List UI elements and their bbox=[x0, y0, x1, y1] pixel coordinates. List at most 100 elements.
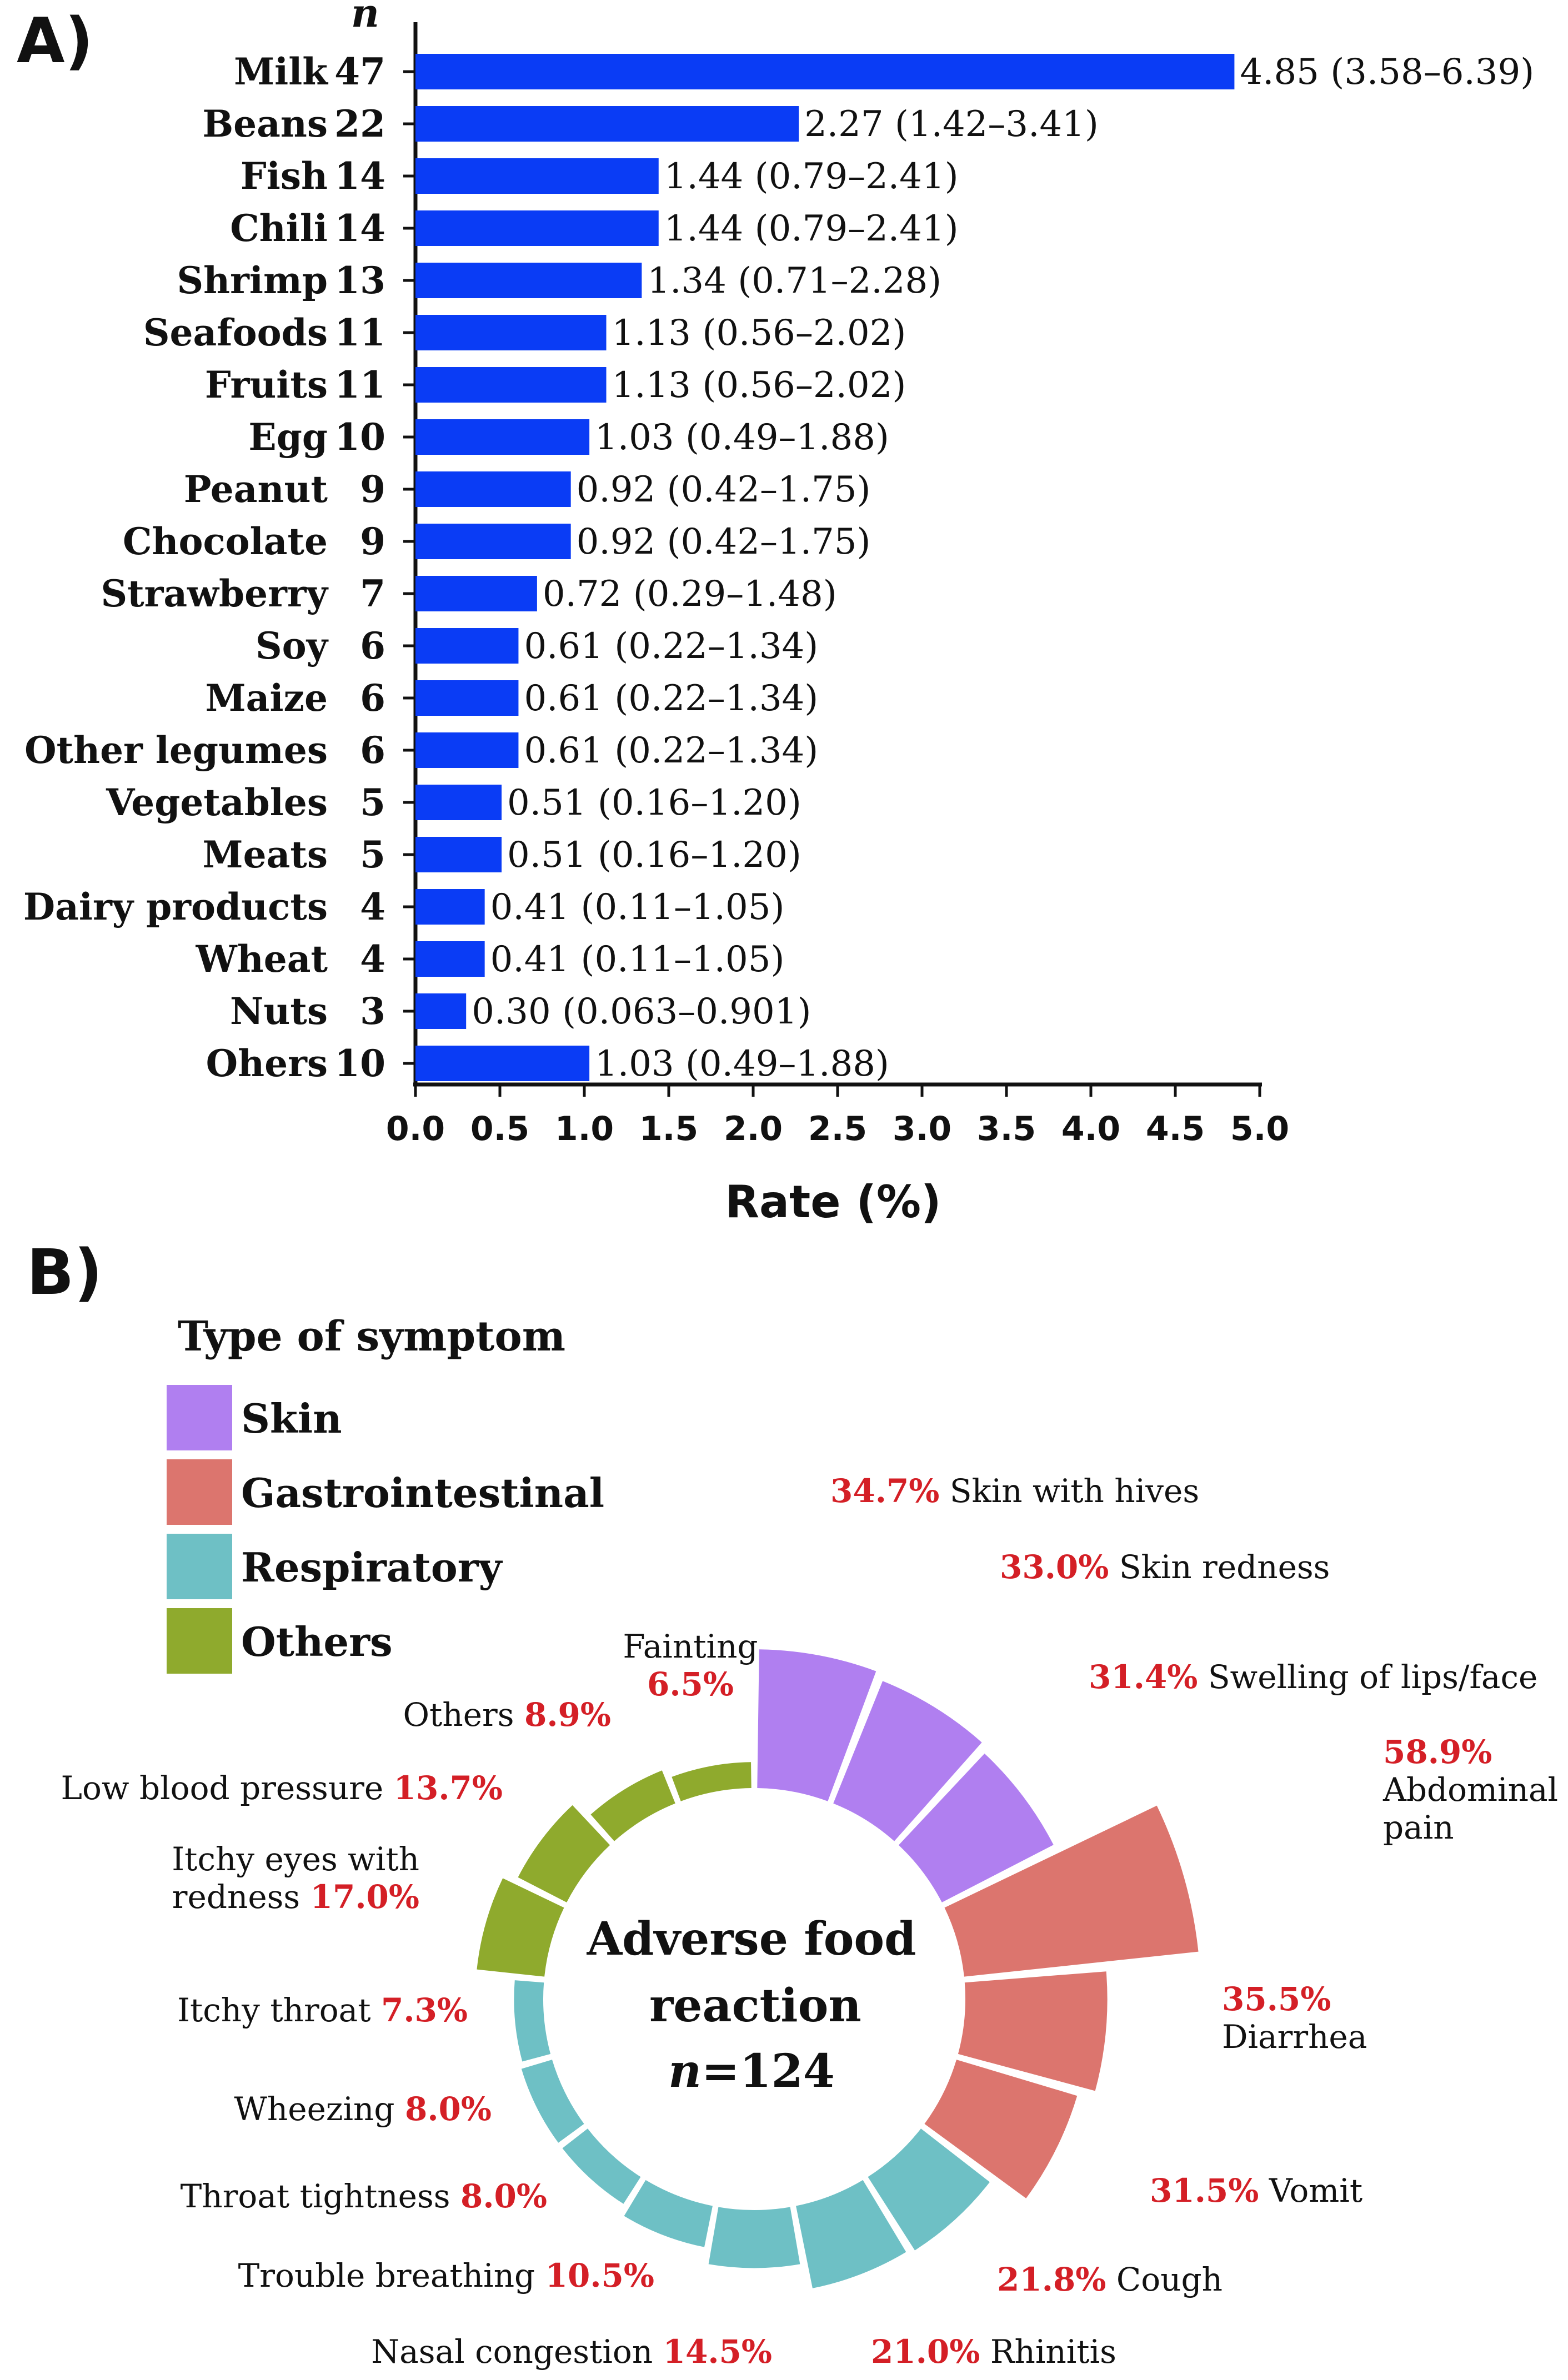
x-tick-label-3.5: 3.5 bbox=[977, 1109, 1036, 1148]
x-tick-label-2.0: 2.0 bbox=[724, 1109, 783, 1148]
x-axis-title: Rate (%) bbox=[725, 1176, 941, 1228]
n-label-chili: 14 bbox=[334, 207, 385, 250]
data-label-ohers: 1.03 (0.49–1.88) bbox=[595, 1043, 889, 1084]
data-label-beans: 2.27 (1.42–3.41) bbox=[804, 104, 1099, 145]
radial-bar-chart: 34.7% Skin with hives 33.0% Skin redness 3… bbox=[61, 1472, 1558, 2371]
x-tick-label-4.0: 4.0 bbox=[1061, 1109, 1120, 1148]
radial-bar-cough bbox=[868, 2128, 990, 2251]
category-label-peanut: Peanut bbox=[184, 468, 328, 511]
category-label-seafoods: Seafoods bbox=[143, 311, 328, 354]
bar-seafoods bbox=[415, 315, 607, 350]
category-label-ohers: Ohers bbox=[206, 1042, 328, 1085]
data-label-dairy-products: 0.41 (0.11–1.05) bbox=[490, 887, 785, 928]
panel-b-label: B) bbox=[27, 1237, 103, 1309]
radial-bar-low-blood-pressure bbox=[518, 1805, 610, 1902]
bar-ohers bbox=[415, 1046, 590, 1081]
bar-fish bbox=[415, 158, 659, 194]
radial-bar-rhinitis bbox=[796, 2180, 906, 2288]
data-label-seafoods: 1.13 (0.56–2.02) bbox=[612, 313, 906, 354]
bar-egg bbox=[415, 419, 590, 455]
legend-swatch-gastrointestinal bbox=[167, 1459, 232, 1525]
x-tick-label-1.5: 1.5 bbox=[639, 1109, 698, 1148]
slice-label-vomit: 31.5% Vomit bbox=[1150, 2172, 1362, 2210]
data-label-milk: 4.85 (3.58–6.39) bbox=[1240, 52, 1534, 93]
category-label-strawberry: Strawberry bbox=[101, 572, 328, 615]
legend-label-respiratory: Respiratory bbox=[241, 1544, 503, 1591]
legend: Skin Gastrointestinal Respiratory Others bbox=[167, 1385, 604, 1674]
category-label-maize: Maize bbox=[206, 676, 328, 720]
bar-chocolate bbox=[415, 524, 571, 559]
x-tick-label-0.0: 0.0 bbox=[386, 1109, 445, 1148]
n-label-shrimp: 13 bbox=[334, 259, 385, 302]
slice-label-nasal-congestion: Nasal congestion 14.5% bbox=[371, 2333, 772, 2371]
n-label-maize: 6 bbox=[360, 676, 385, 720]
slice-label-skin-with-hives: 34.7% Skin with hives bbox=[830, 1472, 1199, 1510]
n-label-peanut: 9 bbox=[360, 468, 385, 511]
radial-bar-vomit bbox=[924, 2060, 1078, 2198]
slice-label-low-blood-pressure: Low blood pressure 13.7% bbox=[61, 1769, 503, 1807]
data-label-chili: 1.44 (0.79–2.41) bbox=[664, 208, 959, 249]
n-label-meats: 5 bbox=[360, 833, 385, 876]
category-label-shrimp: Shrimp bbox=[177, 259, 328, 302]
bar-meats bbox=[415, 837, 502, 872]
n-label-wheat: 4 bbox=[360, 937, 385, 981]
radial-bar-skin-redness bbox=[833, 1681, 982, 1841]
category-label-chocolate: Chocolate bbox=[123, 520, 328, 563]
n-label-egg: 10 bbox=[334, 415, 385, 459]
slice-label-wheezing: Wheezing 8.0% bbox=[234, 2090, 492, 2128]
category-label-chili: Chili bbox=[230, 207, 328, 250]
slice-label-cough: 21.8% Cough bbox=[997, 2261, 1223, 2298]
slice-label-abdominal-pain-line3: pain bbox=[1383, 1809, 1454, 1846]
data-label-fish: 1.44 (0.79–2.41) bbox=[664, 156, 959, 197]
data-label-nuts: 0.30 (0.063–0.901) bbox=[472, 991, 811, 1032]
radial-bar-itchy-eyes-with-redness bbox=[477, 1878, 564, 1977]
category-label-egg: Egg bbox=[248, 415, 328, 459]
category-label-fish: Fish bbox=[241, 154, 328, 198]
bar-fruits bbox=[415, 367, 607, 403]
x-tick-label-5.0: 5.0 bbox=[1230, 1109, 1289, 1148]
radial-bar-skin-with-hives bbox=[757, 1649, 876, 1801]
slice-label-itchy-eyes-with-redness-line1: Itchy eyes with bbox=[172, 1840, 419, 1878]
category-label-milk: Milk bbox=[234, 50, 328, 93]
slice-label-others: Others 8.9% bbox=[403, 1696, 612, 1734]
bar-shrimp bbox=[415, 263, 642, 298]
radial-bar-trouble-breathing bbox=[624, 2180, 713, 2247]
bar-strawberry bbox=[415, 576, 537, 611]
radial-bar-nasal-congestion bbox=[708, 2207, 800, 2268]
category-label-beans: Beans bbox=[202, 102, 328, 145]
n-label-beans: 22 bbox=[334, 102, 385, 145]
category-label-dairy-products: Dairy products bbox=[23, 885, 328, 928]
center-title-line2: reaction bbox=[649, 1979, 861, 2032]
slice-label-itchy-eyes-with-redness-line2: redness 17.0% bbox=[172, 1878, 419, 1916]
legend-swatch-respiratory bbox=[167, 1534, 232, 1599]
data-label-strawberry: 0.72 (0.29–1.48) bbox=[543, 574, 837, 615]
x-tick-label-4.5: 4.5 bbox=[1146, 1109, 1205, 1148]
radial-bar-throat-tightness bbox=[562, 2128, 641, 2204]
legend-label-gastrointestinal: Gastrointestinal bbox=[241, 1469, 604, 1517]
legend-title: Type of symptom bbox=[178, 1313, 565, 1360]
bar-nuts bbox=[415, 993, 467, 1029]
legend-label-skin: Skin bbox=[241, 1395, 342, 1442]
bar-vegetables bbox=[415, 785, 502, 820]
radial-bar-fainting bbox=[672, 1762, 752, 1801]
data-label-soy: 0.61 (0.22–1.34) bbox=[524, 626, 818, 667]
x-tick-label-1.0: 1.0 bbox=[555, 1109, 614, 1148]
n-label-fish: 14 bbox=[334, 154, 385, 198]
slice-label-rhinitis: 21.0% Rhinitis bbox=[871, 2333, 1116, 2371]
slice-label-trouble-breathing: Trouble breathing 10.5% bbox=[238, 2257, 654, 2294]
n-label-seafoods: 11 bbox=[334, 311, 385, 354]
slice-label-diarrhea-line1: 35.5% bbox=[1222, 1980, 1331, 2018]
bar-other-legumes bbox=[415, 732, 519, 768]
slice-label-swelling-of-lips-face: 31.4% Swelling of lips/face bbox=[1089, 1658, 1537, 1696]
n-label-soy: 6 bbox=[360, 624, 385, 667]
n-label-nuts: 3 bbox=[360, 990, 385, 1033]
bar-chili bbox=[415, 210, 659, 246]
n-label-milk: 47 bbox=[334, 50, 385, 93]
n-label-dairy-products: 4 bbox=[360, 885, 385, 928]
category-label-fruits: Fruits bbox=[205, 363, 328, 406]
data-label-fruits: 1.13 (0.56–2.02) bbox=[612, 365, 906, 406]
bar-beans bbox=[415, 106, 799, 142]
panel-a-label: A) bbox=[17, 5, 93, 77]
n-label-ohers: 10 bbox=[334, 1042, 385, 1085]
bar-maize bbox=[415, 680, 519, 716]
